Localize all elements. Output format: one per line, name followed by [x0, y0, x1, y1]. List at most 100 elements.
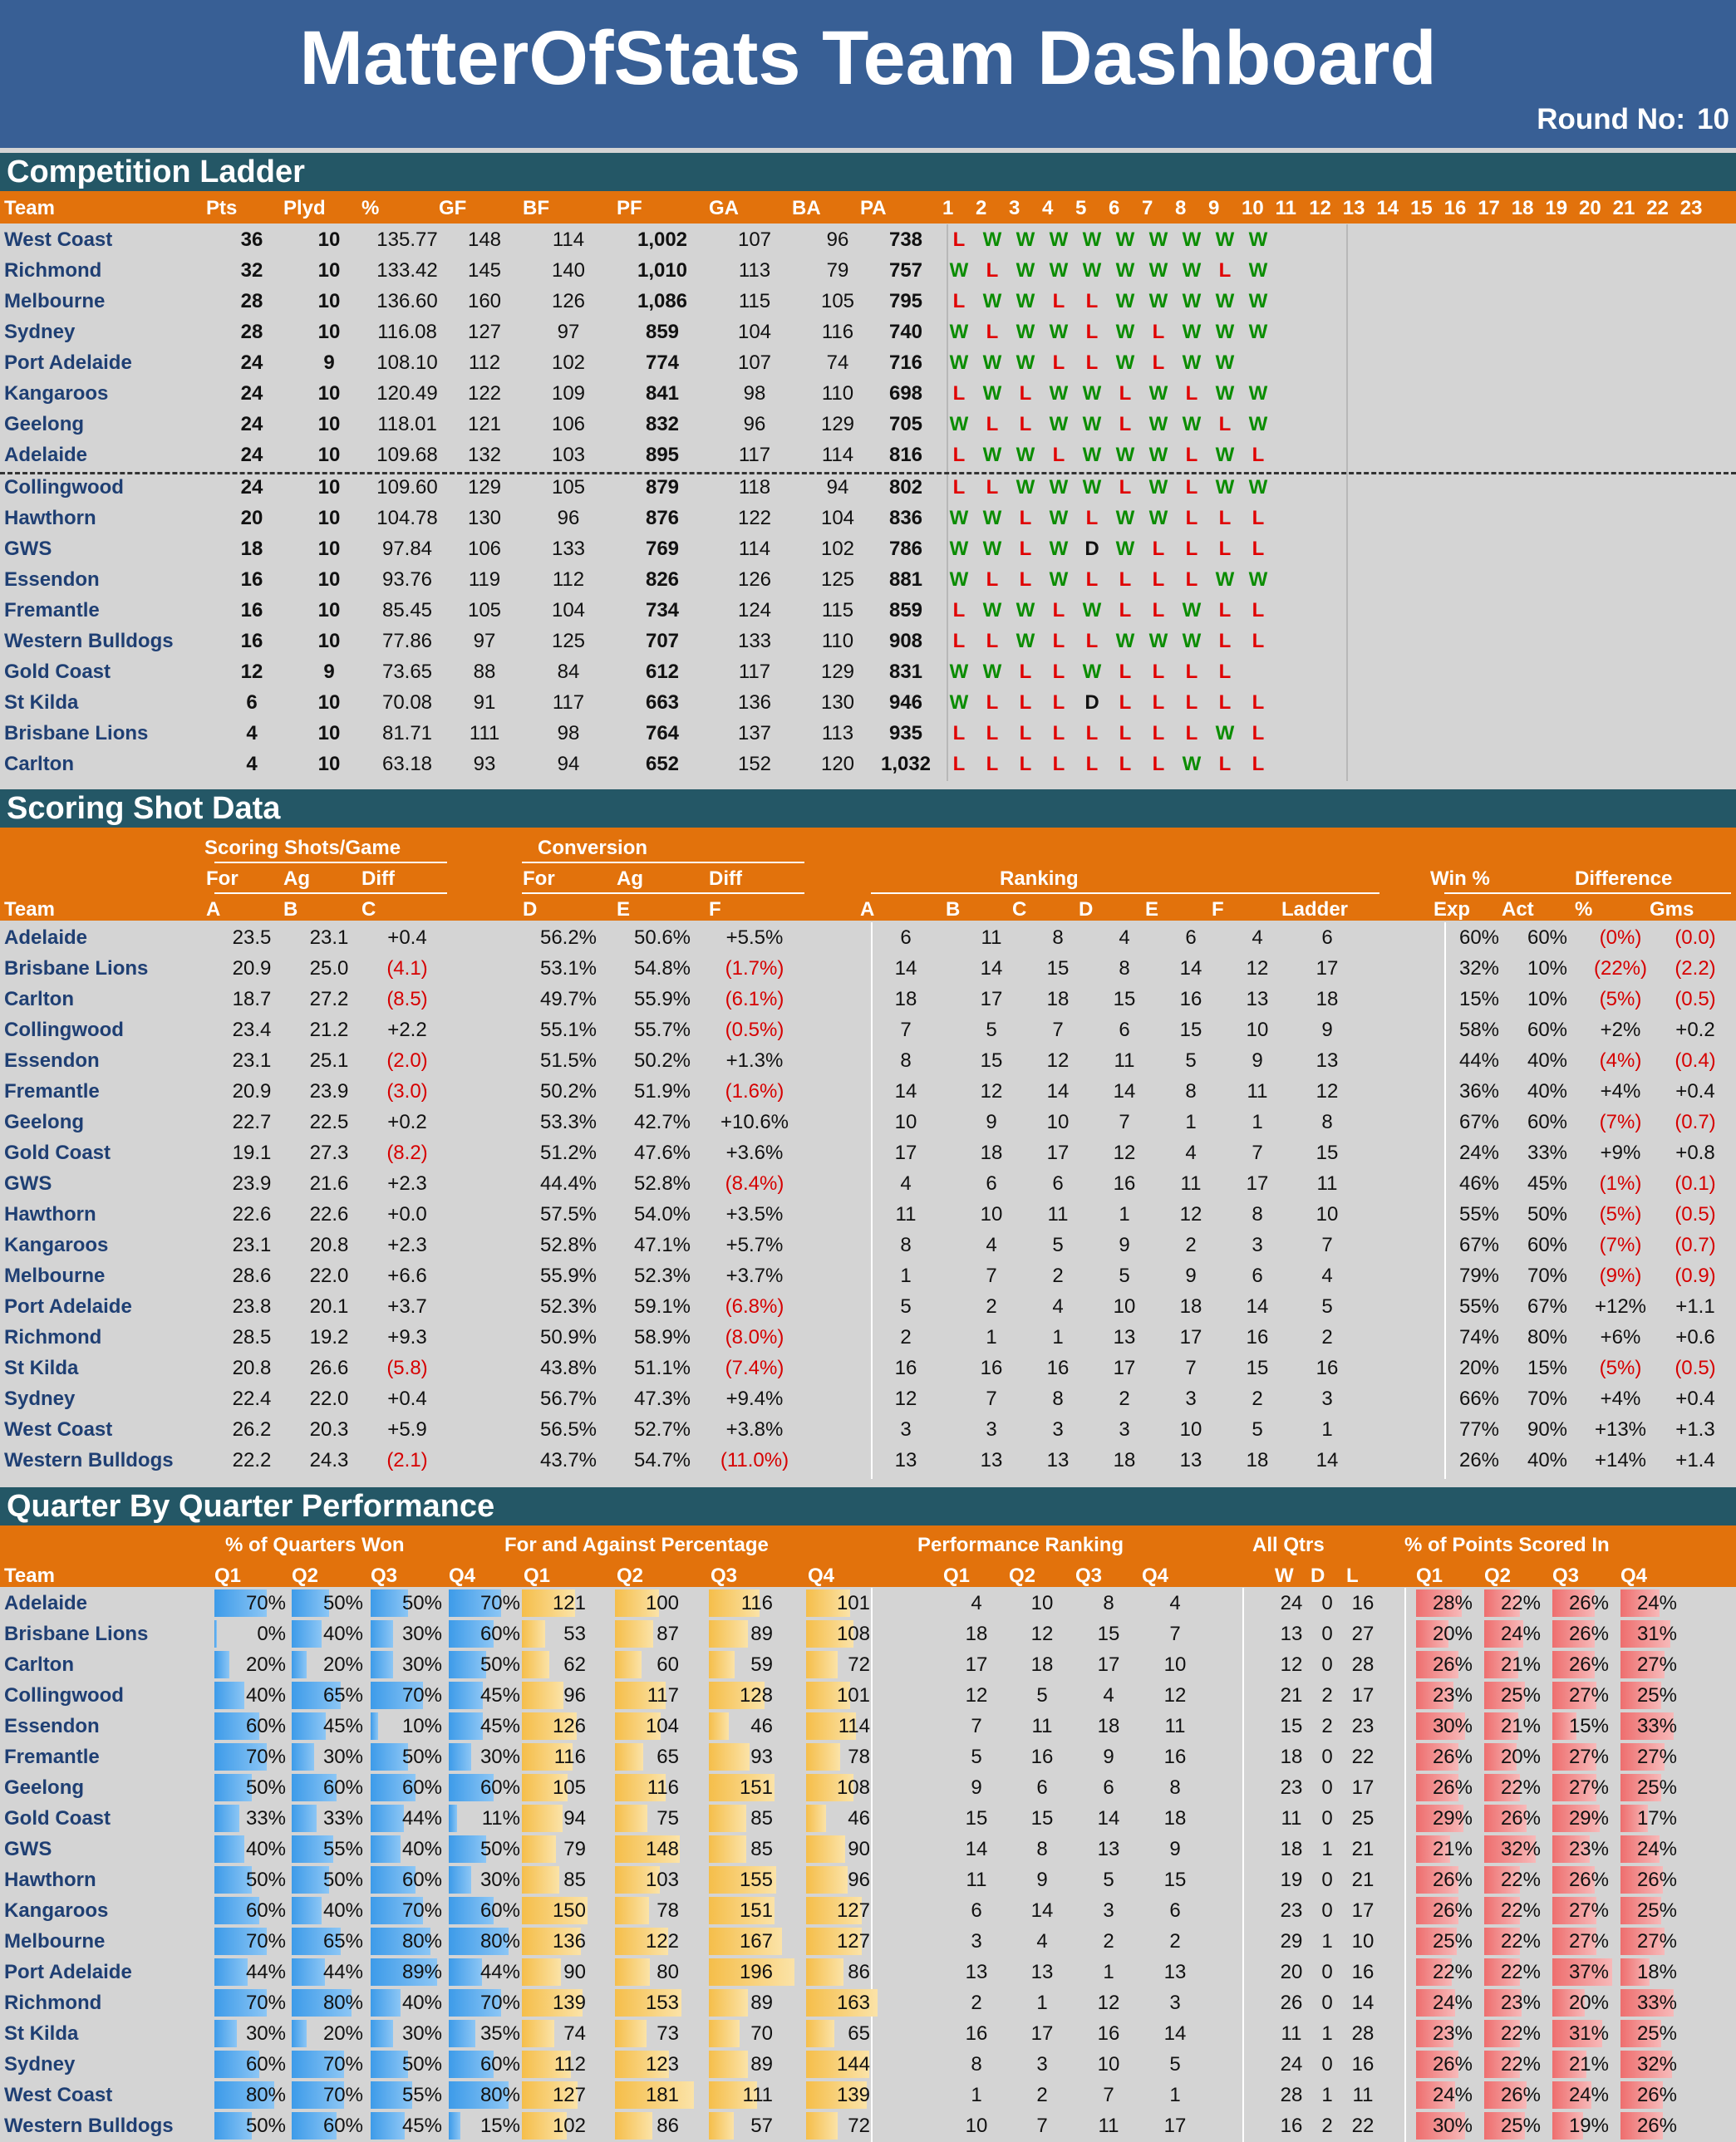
performance-rank: 5	[1036, 1684, 1048, 1707]
column-letter: B	[283, 898, 298, 921]
quarters-won-value: 40%	[245, 1684, 286, 1707]
rank-letter: D	[1079, 898, 1094, 921]
quarters-won-cell: 60%	[371, 1774, 445, 1801]
points-scored-cell: 26%	[1552, 1651, 1617, 1678]
ladder-divider-right	[1346, 224, 1348, 781]
ladder-header-team: Team	[4, 197, 55, 219]
scoring-value: +9.3	[387, 1326, 427, 1349]
result-L: L	[1019, 691, 1032, 714]
quarters-won-bar	[449, 2112, 460, 2140]
scoring-row: Geelong 22.7 22.5 +0.2 53.3% 42.7% +10.6% 10 9 10…	[0, 1107, 1736, 1137]
points-scored-bar	[1416, 2081, 1455, 2109]
scoring-value: +10.6%	[720, 1111, 789, 1133]
for-against-value: 102	[552, 2115, 586, 2137]
for-against-bar	[709, 1589, 760, 1617]
result-L: L	[1152, 722, 1165, 744]
all-qtrs-value: 16	[1351, 1961, 1375, 1983]
for-against-bar	[615, 1805, 648, 1832]
ladder-pts: 28	[240, 290, 263, 312]
ladder-pct: 81.71	[381, 722, 433, 744]
points-scored-cell: 29%	[1416, 1805, 1481, 1832]
points-scored-bar	[1484, 2081, 1527, 2109]
performance-rank: 6	[1169, 1899, 1181, 1922]
ladder-gf: 132	[467, 444, 502, 466]
quarters-won-value: 50%	[401, 1746, 442, 1768]
ladder-header-7: GA	[709, 197, 739, 219]
ladder-pct: 93.76	[381, 568, 433, 591]
scoring-row: Essendon 23.1 25.1 (2.0) 51.5% 50.2% +1.3% 8 15 1…	[0, 1045, 1736, 1076]
ranking-value: 11	[1316, 1172, 1338, 1195]
ranking-value: 8	[1052, 926, 1064, 949]
team-name: Western Bulldogs	[4, 630, 174, 652]
ladder-ga: 117	[738, 444, 771, 466]
quarters-won-bar	[214, 1774, 252, 1801]
points-scored-bar	[1620, 1712, 1675, 1740]
quarters-won-bar	[371, 2051, 408, 2078]
ranking-value: 17	[1046, 1142, 1070, 1164]
ladder-pts: 24	[240, 351, 263, 374]
performance-rank: 5	[1103, 1869, 1114, 1891]
ranking-value: 3	[900, 1418, 912, 1441]
result-L: L	[1185, 568, 1198, 591]
for-against-bar	[615, 1989, 682, 2017]
quarters-won-bar	[214, 2051, 259, 2078]
quarters-won-bar	[371, 1958, 438, 1986]
for-against-bar	[709, 2112, 734, 2140]
points-scored-cell: 20%	[1484, 1743, 1549, 1771]
ranking-value: 12	[980, 1080, 1003, 1103]
ladder-pf: 1,010	[637, 259, 688, 282]
for-against-cell: 57	[709, 2112, 796, 2140]
result-L: L	[1152, 753, 1165, 775]
quarters-won-cell: 70%	[214, 1743, 289, 1771]
result-W: W	[1215, 722, 1235, 744]
ladder-ba: 74	[826, 351, 849, 374]
all-qtrs-value: 22	[1351, 2115, 1375, 2137]
ladder-pts: 16	[240, 568, 263, 591]
win-value: +9%	[1600, 1142, 1641, 1164]
points-scored-cell: 26%	[1620, 2112, 1685, 2140]
rank-letter: C	[1012, 898, 1027, 921]
for-against-value: 116	[740, 1592, 773, 1614]
team-name: Brisbane Lions	[4, 957, 149, 980]
ladder-header-round: 2	[976, 197, 987, 219]
scoring-value: +3.7%	[725, 1265, 784, 1287]
for-against-value: 85	[750, 1807, 773, 1830]
quarters-won-bar	[292, 1897, 322, 1924]
ranking-value: 17	[1246, 1172, 1269, 1195]
scoring-row: Carlton 18.7 27.2 (8.5) 49.7% 55.9% (6.1%) 18 17…	[0, 984, 1736, 1015]
ladder-plyd: 10	[317, 259, 341, 282]
all-qtrs-value: 0	[1321, 1653, 1333, 1676]
points-scored-value: 21%	[1500, 1715, 1541, 1737]
team-name: Essendon	[4, 1049, 100, 1072]
performance-rank: 3	[971, 1930, 982, 1953]
performance-rank: 18	[1097, 1715, 1120, 1737]
quarter-row: St Kilda 30% 20% 30% 35% 74 73 70 65 16 17 16 14 11 1 2…	[0, 2018, 1736, 2049]
quarter-row: Brisbane Lions 0% 40% 30% 60% 53 87 89 108 18 12 15…	[0, 1619, 1736, 1649]
team-name: GWS	[4, 1838, 52, 1860]
ladder-bf: 98	[557, 722, 580, 744]
for-against-cell: 89	[709, 1989, 796, 2017]
win-value: 60%	[1527, 1019, 1568, 1041]
for-against-bar	[806, 2020, 835, 2047]
result-L: L	[1218, 599, 1232, 621]
result-L: L	[1185, 382, 1198, 405]
points-scored-value: 26%	[1432, 1899, 1473, 1922]
quarters-won-value: 60%	[401, 1869, 442, 1891]
result-L: L	[1119, 413, 1132, 435]
group-underline	[522, 862, 804, 863]
points-scored-cell: 23%	[1484, 1989, 1549, 2017]
points-scored-value: 22%	[1500, 1899, 1541, 1922]
ladder-pa: 740	[888, 321, 923, 343]
ladder-ga: 118	[738, 476, 771, 499]
quarters-won-cell: 60%	[214, 1712, 289, 1740]
scoring-value: 51.5%	[539, 1049, 598, 1072]
result-L: L	[1185, 476, 1198, 499]
win-value: 67%	[1527, 1295, 1568, 1318]
ranking-value: 16	[1046, 1357, 1070, 1379]
points-scored-value: 26%	[1432, 2053, 1473, 2076]
quarters-won-value: 89%	[401, 1961, 442, 1983]
ladder-header-5: BF	[523, 197, 549, 219]
result-L: L	[952, 476, 966, 499]
result-L: L	[1085, 290, 1099, 312]
for-against-cell: 163	[806, 1989, 893, 2017]
